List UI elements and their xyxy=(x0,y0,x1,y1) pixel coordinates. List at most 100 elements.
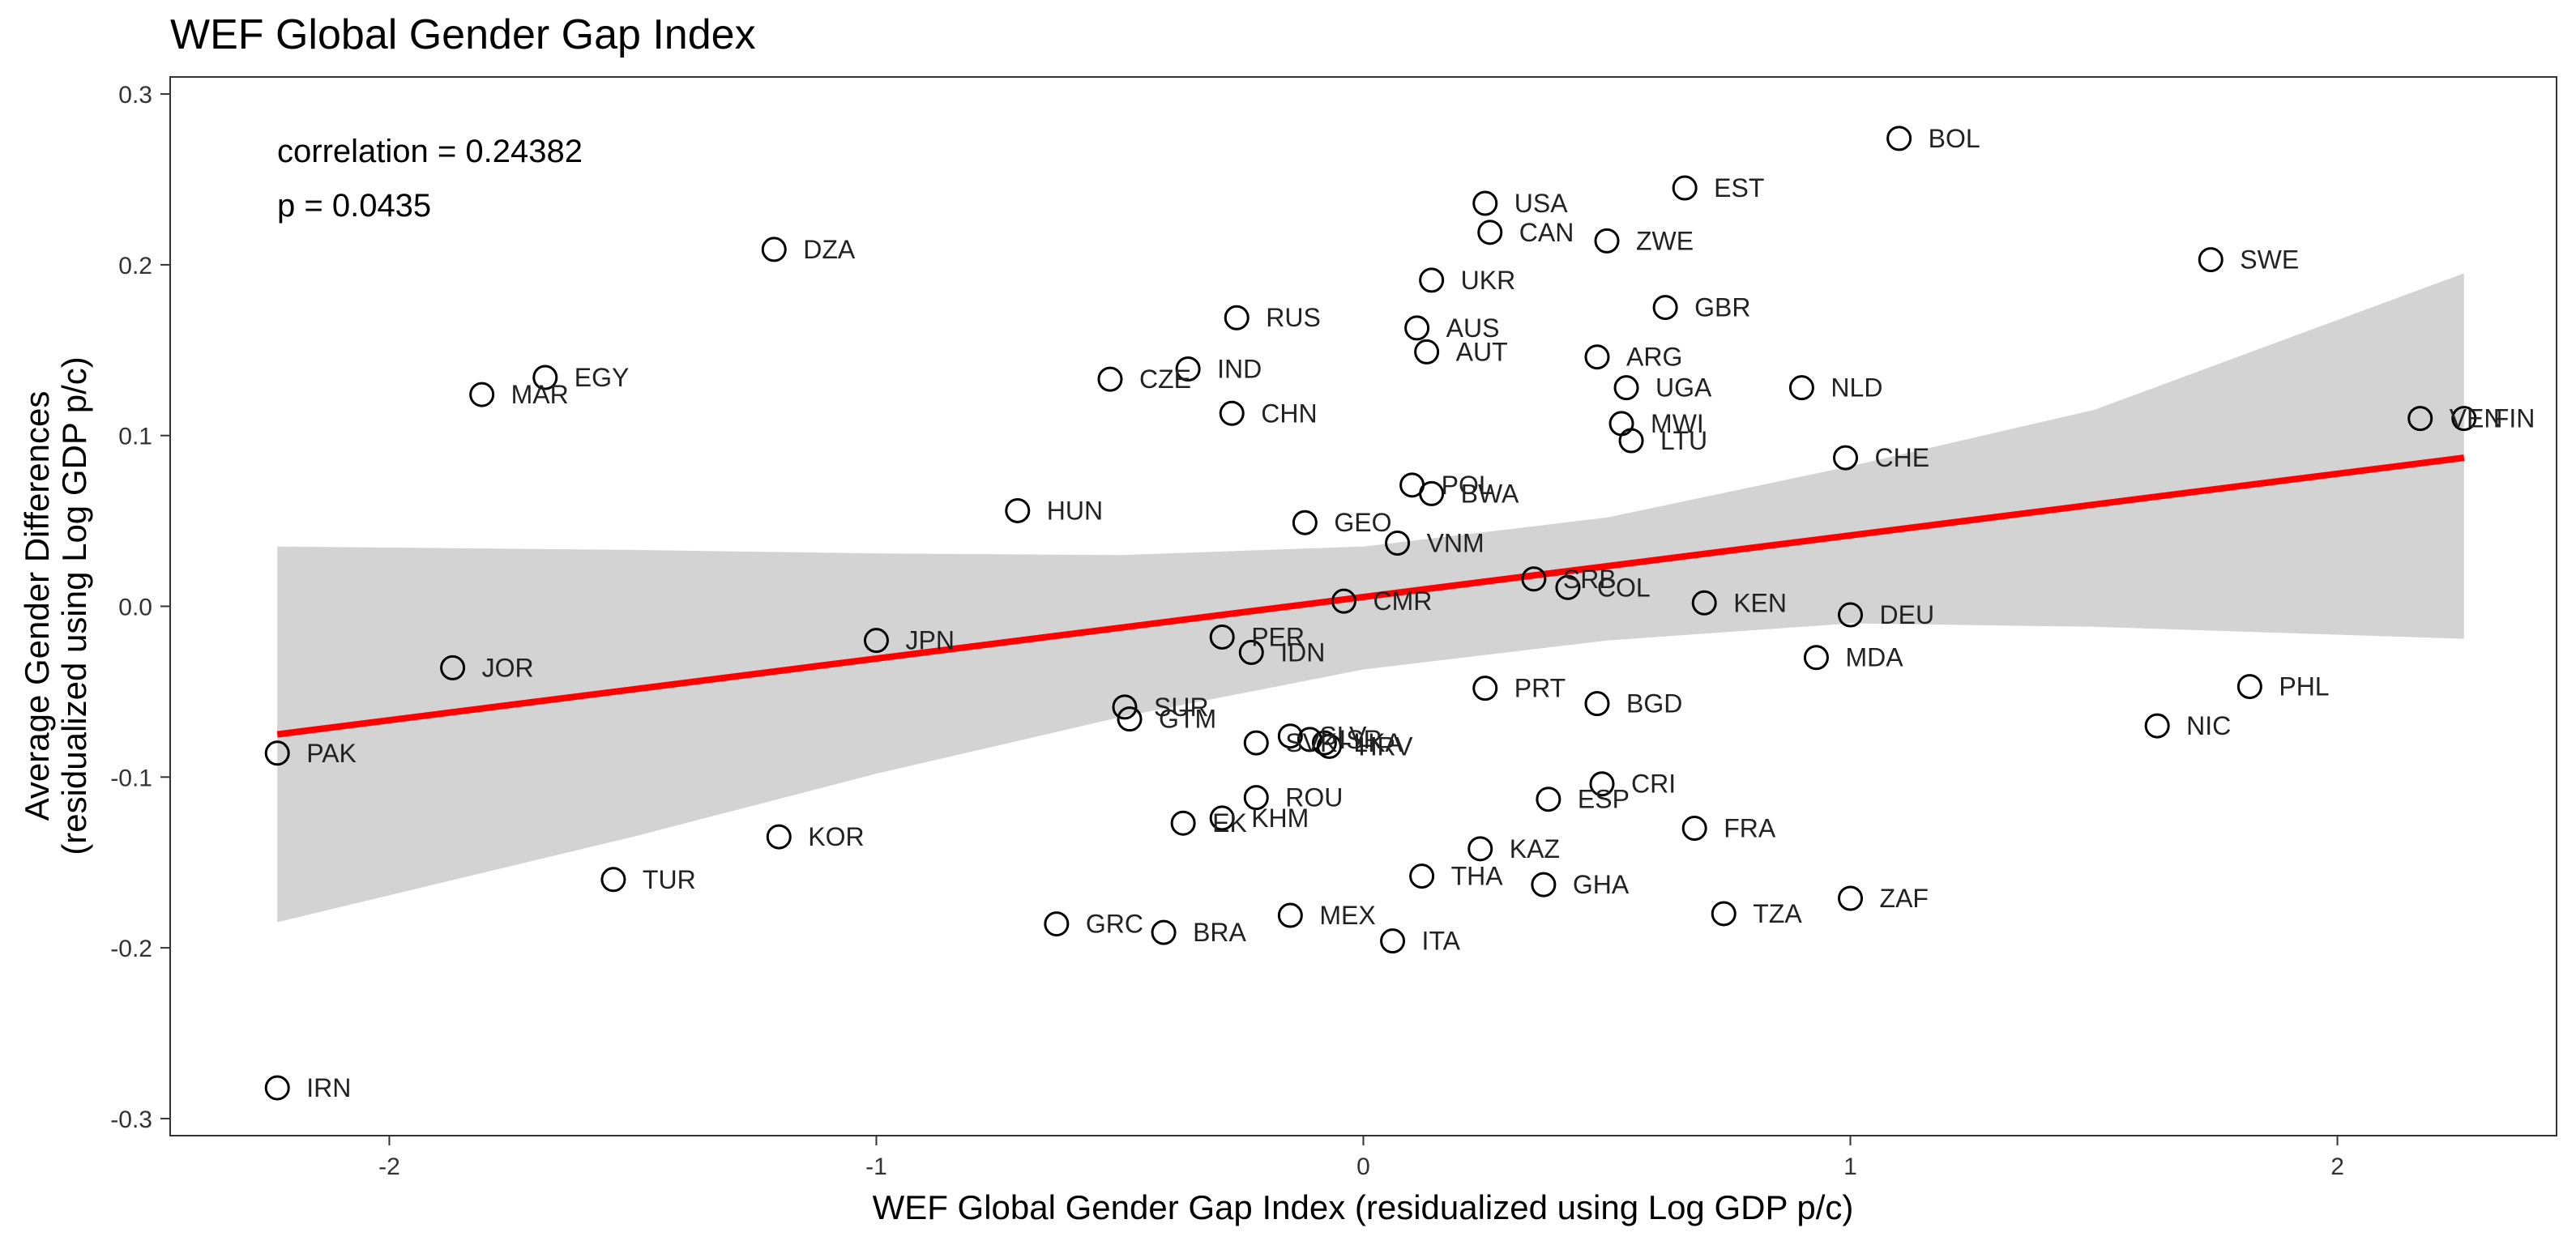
point-label: KAZ xyxy=(1510,834,1560,863)
data-point xyxy=(1472,190,1498,216)
point-label: CMR xyxy=(1373,586,1432,616)
point-label: ZAF xyxy=(1880,884,1929,913)
data-point xyxy=(1788,375,1814,401)
data-point xyxy=(1243,730,1269,756)
y-axis-label: Average Gender Differences (residualized… xyxy=(18,356,93,855)
data-point xyxy=(1331,588,1356,614)
point-label: CAN xyxy=(1519,218,1574,247)
point-label: PHL xyxy=(2279,672,2329,701)
data-point xyxy=(1521,566,1547,592)
point-label: VEN xyxy=(2450,404,2503,433)
data-point xyxy=(1151,919,1177,945)
point-label: BWA xyxy=(1461,479,1519,508)
data-point xyxy=(1691,590,1717,616)
correlation-annotation: correlation = 0.24382 xyxy=(277,134,583,169)
point-label: SVK xyxy=(1285,728,1337,757)
data-point xyxy=(1097,366,1123,392)
y-tick-label: 0.0 xyxy=(118,595,152,621)
point-label: IND xyxy=(1217,354,1262,383)
point-label: AUT xyxy=(1456,337,1508,366)
point-label: BGD xyxy=(1626,689,1682,718)
data-point xyxy=(1316,733,1342,759)
point-label: MDA xyxy=(1845,643,1903,672)
y-tick-label: -0.1 xyxy=(110,765,152,791)
data-point xyxy=(2198,247,2224,273)
point-label: EK xyxy=(1212,808,1247,838)
data-point xyxy=(1838,885,1864,911)
point-label: SWE xyxy=(2240,245,2299,275)
data-point xyxy=(1311,730,1337,756)
data-point xyxy=(2407,406,2433,432)
point-label: ISR xyxy=(1339,725,1382,754)
point-label: RUS xyxy=(1266,303,1321,332)
data-point xyxy=(600,867,626,893)
x-tick-label: 0 xyxy=(1356,1153,1370,1180)
point-label: MWI xyxy=(1651,409,1704,438)
y-tick-label: -0.2 xyxy=(110,936,152,962)
point-label: ZWE xyxy=(1636,226,1694,255)
point-label: FRA xyxy=(1724,814,1776,843)
point-label: ESP xyxy=(1578,785,1630,814)
point-label: FIN xyxy=(2493,404,2535,433)
y-axis-label-line-2: (residualized using Log GDP p/c) xyxy=(55,356,93,855)
point-label: NLD xyxy=(1831,373,1882,403)
data-point xyxy=(1112,694,1138,720)
point-label: SUR xyxy=(1154,693,1209,722)
data-point xyxy=(1209,805,1235,831)
point-label: UKR xyxy=(1461,266,1516,295)
data-point xyxy=(1380,928,1406,954)
point-label: PAK xyxy=(306,739,357,768)
point-label: USA xyxy=(1514,189,1568,218)
data-point xyxy=(1594,228,1620,254)
data-point xyxy=(1681,816,1707,842)
point-label: JPN xyxy=(905,626,954,655)
data-point xyxy=(1589,771,1615,797)
y-tick-label: -0.3 xyxy=(110,1106,152,1133)
point-label: POL xyxy=(1442,471,1493,500)
x-axis-label: WEF Global Gender Gap Index (residualize… xyxy=(873,1188,1854,1226)
data-point xyxy=(1472,676,1498,701)
data-point xyxy=(1170,810,1196,836)
point-label: CHE xyxy=(1875,443,1930,472)
data-point xyxy=(1613,375,1639,401)
data-point xyxy=(1536,787,1561,812)
point-label: KEN xyxy=(1733,588,1787,617)
point-label: NIC xyxy=(2186,711,2231,740)
point-label: ARG xyxy=(1626,343,1682,372)
point-label: KOR xyxy=(808,822,864,851)
data-point xyxy=(1243,785,1269,811)
data-point xyxy=(766,824,792,850)
x-tick-label: -1 xyxy=(865,1153,887,1180)
point-label: IRN xyxy=(306,1073,351,1102)
data-point xyxy=(1224,305,1250,330)
data-point xyxy=(1584,344,1610,370)
data-point xyxy=(1531,872,1557,898)
data-point xyxy=(469,382,495,407)
data-point xyxy=(761,237,787,262)
x-tick-label: -2 xyxy=(378,1153,400,1180)
data-point xyxy=(2451,406,2477,432)
data-point xyxy=(1886,126,1912,151)
point-label: GRC xyxy=(1086,910,1143,939)
point-label: LTU xyxy=(1660,426,1707,455)
data-point xyxy=(1117,706,1143,732)
data-point xyxy=(1555,574,1581,600)
point-label: GBR xyxy=(1694,293,1750,322)
data-point xyxy=(2144,713,2170,739)
data-point xyxy=(1419,267,1445,293)
point-label: SLV xyxy=(1319,722,1367,751)
point-label: GEO xyxy=(1334,508,1391,537)
data-point xyxy=(1175,356,1201,382)
data-point xyxy=(1385,531,1411,556)
point-label: ITA xyxy=(1422,927,1461,956)
p-value-annotation: p = 0.0435 xyxy=(277,188,431,224)
point-label: UGA xyxy=(1655,373,1712,403)
data-point xyxy=(264,1075,290,1101)
data-point xyxy=(1477,220,1503,245)
data-point xyxy=(2236,674,2262,700)
y-tick-label: 0.3 xyxy=(118,82,152,109)
y-tick-label: 0.2 xyxy=(118,253,152,279)
data-point xyxy=(532,365,558,390)
point-label: CZE xyxy=(1139,365,1191,394)
